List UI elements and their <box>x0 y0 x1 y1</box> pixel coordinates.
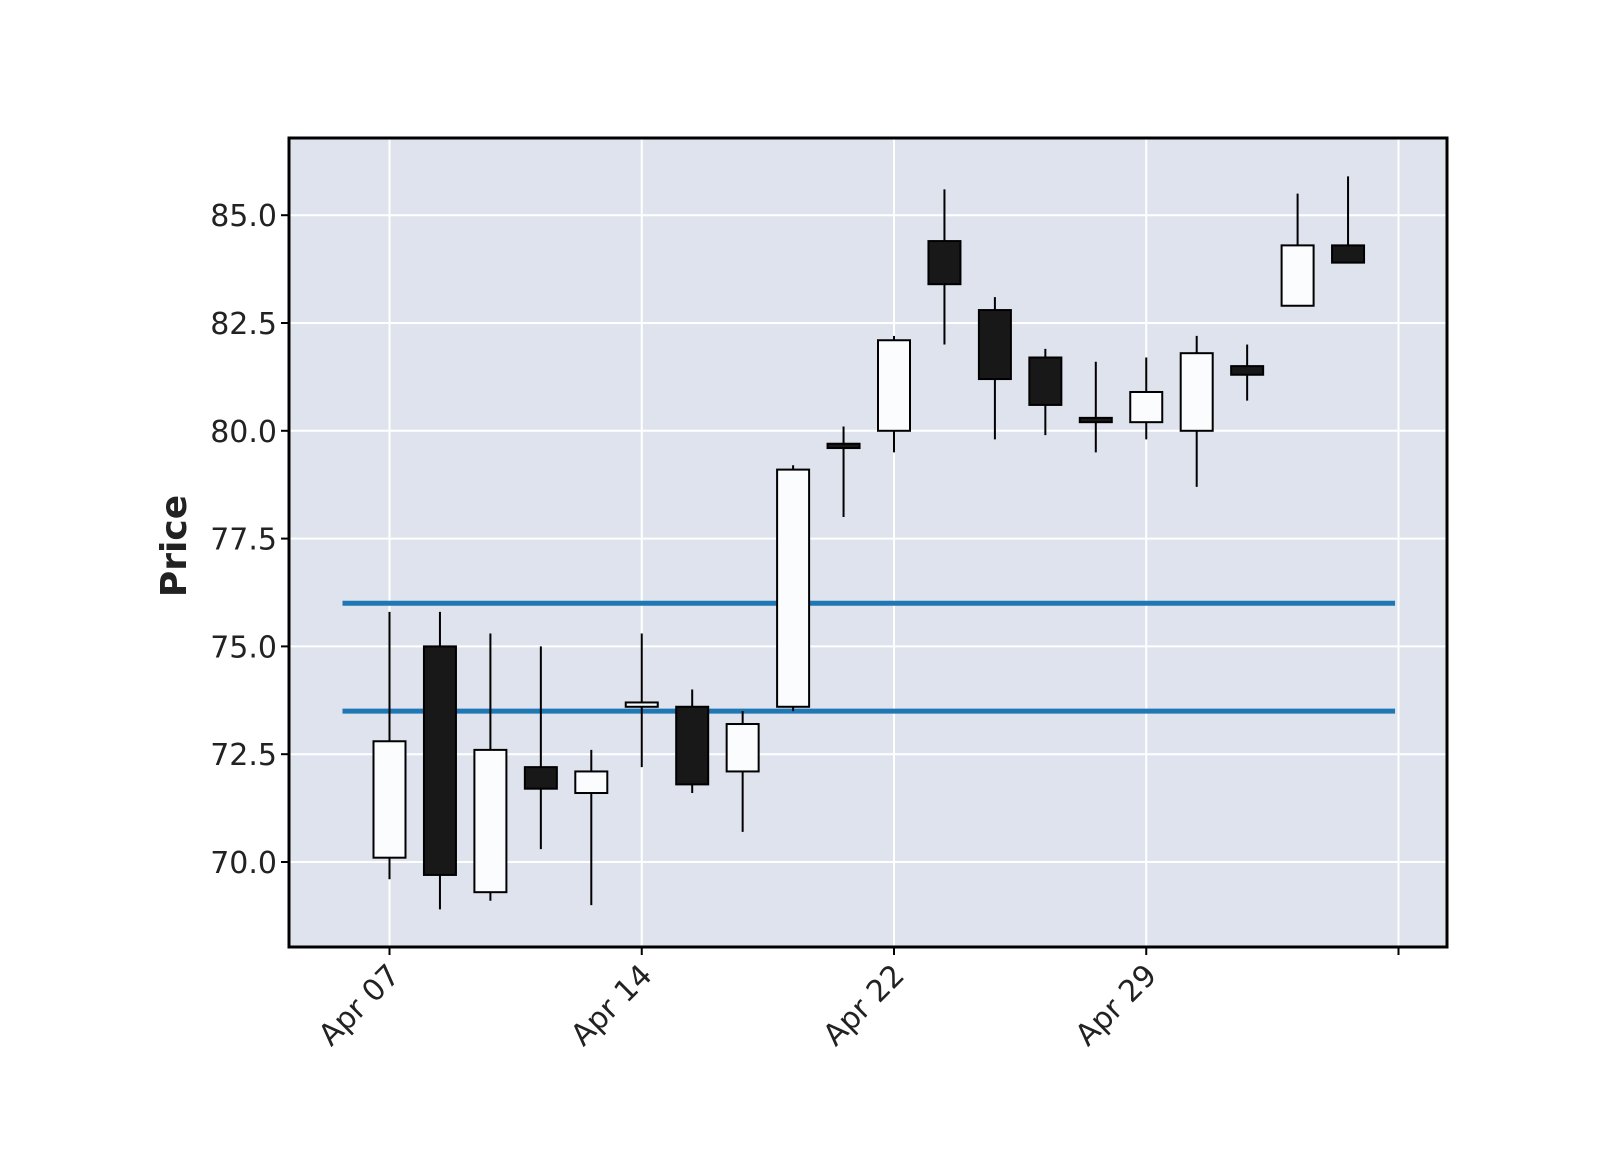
candle-body <box>675 705 710 786</box>
candle-up <box>1129 357 1164 440</box>
candle-down <box>927 189 962 345</box>
candle-body <box>422 645 457 876</box>
hlines <box>342 600 1396 714</box>
y-tick-label: 77.5 <box>210 523 277 558</box>
y-tick-label: 72.5 <box>210 738 277 773</box>
candle-up <box>1280 193 1315 307</box>
candle-down <box>1028 348 1063 436</box>
candle-body <box>1280 244 1315 307</box>
candle-body <box>574 770 609 795</box>
candle-up <box>624 633 659 768</box>
y-tick-label: 75.0 <box>210 630 277 665</box>
candle-down <box>1078 361 1113 453</box>
candle-up <box>776 465 811 712</box>
plot-frame <box>287 136 1449 949</box>
x-tick-label: Apr 07 <box>312 958 407 1053</box>
x-tick-label: Apr 22 <box>816 958 911 1053</box>
x-tick-label: Apr 29 <box>1069 958 1164 1053</box>
candle-body <box>1078 416 1113 424</box>
candle-up <box>473 633 508 901</box>
candle-body <box>1028 356 1063 406</box>
candle-body <box>927 240 962 286</box>
candle-body <box>523 766 558 790</box>
x-tick-label: Apr 14 <box>564 958 659 1053</box>
candle-body <box>1230 365 1265 376</box>
candle-up <box>1179 335 1214 487</box>
candle-body <box>473 748 508 894</box>
candle-down <box>1230 344 1265 401</box>
candle-body <box>1331 244 1366 264</box>
candle-body <box>776 468 811 708</box>
candle-body <box>826 442 861 450</box>
candle-down <box>422 611 457 910</box>
candle-body <box>1179 352 1214 432</box>
y-tick-label: 82.5 <box>210 307 277 342</box>
candle-up <box>372 611 407 880</box>
candle-body <box>977 309 1012 381</box>
candle-down <box>675 689 710 794</box>
y-axis: 70.0 72.5 75.0 77.5 80.0 82.5 85.0 <box>210 199 289 881</box>
candle-up <box>574 749 609 906</box>
candle-body <box>372 740 407 859</box>
candle-up <box>725 711 760 832</box>
candle-down <box>826 426 861 518</box>
candle-down <box>523 646 558 850</box>
candle-body <box>725 723 760 773</box>
plot-background <box>289 138 1447 947</box>
y-tick-label: 70.0 <box>210 846 277 881</box>
candle-body <box>1129 390 1164 424</box>
y-tick-label: 80.0 <box>210 415 277 450</box>
candles <box>372 176 1366 910</box>
candle-down <box>977 297 1012 440</box>
candle-body <box>877 339 911 432</box>
x-axis: Apr 07 Apr 14 Apr 22 Apr 29 <box>312 947 1400 1053</box>
candle-body <box>624 701 659 708</box>
y-tick-label: 85.0 <box>210 199 277 234</box>
candle-down <box>1331 176 1366 264</box>
candle-up <box>877 335 911 453</box>
y-axis-title: Price <box>154 495 195 597</box>
